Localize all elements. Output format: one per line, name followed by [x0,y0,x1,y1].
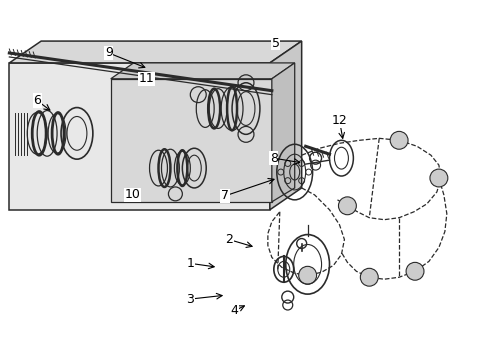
Text: 11: 11 [139,72,154,85]
Text: 5: 5 [271,37,279,50]
Polygon shape [111,63,294,79]
Text: 3: 3 [186,293,194,306]
Text: 6: 6 [33,94,41,107]
Ellipse shape [429,169,447,187]
Ellipse shape [389,131,407,149]
Polygon shape [111,79,271,202]
Ellipse shape [360,268,377,286]
Text: 1: 1 [186,257,194,270]
Text: 7: 7 [221,189,229,202]
Ellipse shape [338,197,356,215]
Ellipse shape [298,266,316,284]
Polygon shape [269,41,301,210]
Polygon shape [9,63,269,210]
Polygon shape [271,63,294,202]
Text: 4: 4 [230,305,238,318]
Text: 12: 12 [331,114,346,127]
Text: 9: 9 [104,46,112,59]
Text: 2: 2 [224,233,233,246]
Ellipse shape [405,262,423,280]
Polygon shape [9,41,301,63]
Text: 8: 8 [269,152,277,165]
Text: 10: 10 [124,188,140,201]
